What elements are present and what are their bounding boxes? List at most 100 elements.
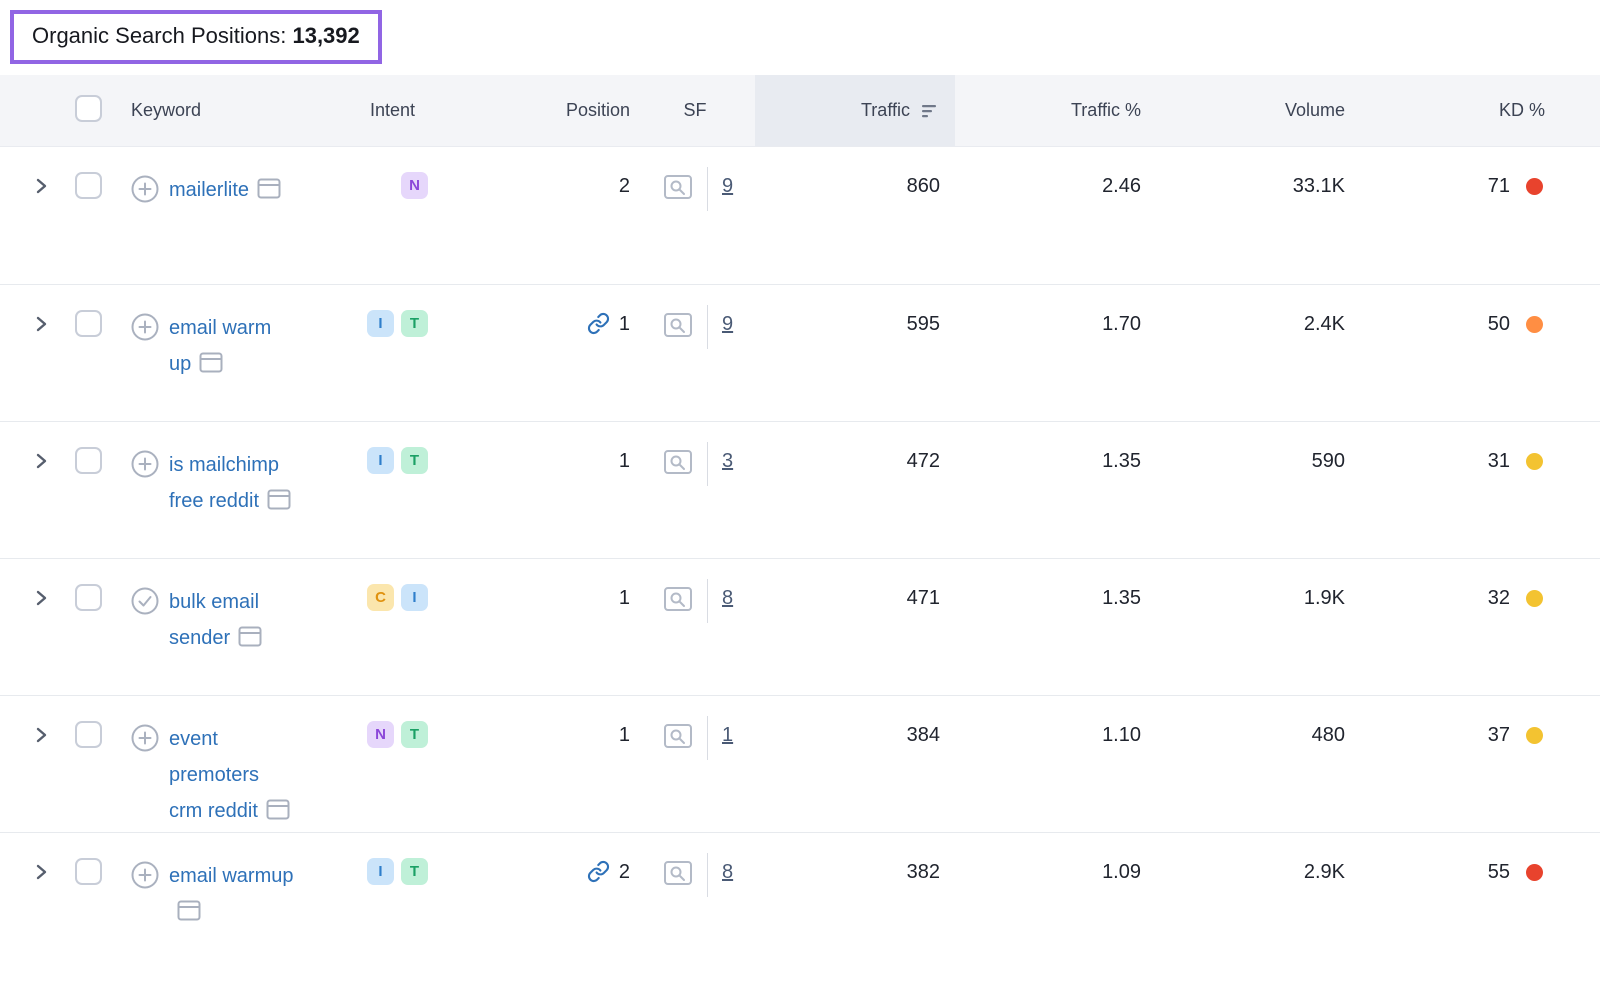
serp-features-icon[interactable] (663, 585, 693, 613)
column-header-keyword: Keyword (131, 100, 202, 120)
kd-value: 50 (1487, 313, 1510, 335)
add-keyword-icon[interactable] (131, 175, 159, 203)
keyword-link[interactable]: bulk email sender (169, 591, 260, 649)
sf-count-link[interactable]: 8 (722, 587, 734, 609)
row-checkbox[interactable] (75, 584, 102, 611)
serp-features-icon[interactable] (663, 311, 693, 339)
keyword-in-list-check-icon[interactable] (131, 587, 159, 615)
position-value: 1 (618, 587, 630, 609)
serp-snapshot-icon[interactable] (238, 626, 262, 647)
traffic-header-label: Traffic (860, 100, 910, 120)
sf-count-link[interactable]: 1 (722, 724, 734, 746)
expand-row-chevron-icon[interactable] (34, 452, 49, 470)
expand-row-chevron-icon[interactable] (34, 589, 49, 607)
position-value: 1 (618, 313, 630, 335)
serp-features-icon[interactable] (663, 859, 693, 887)
position-value: 2 (618, 175, 630, 197)
traffic-value: 860 (906, 175, 940, 197)
keyword-link[interactable]: email warmup (169, 865, 294, 887)
positions-count: 13,392 (292, 23, 360, 48)
intent-badge: N (367, 721, 394, 748)
divider (707, 167, 708, 211)
column-header-kd[interactable]: KD % (1498, 100, 1545, 120)
keyword-link[interactable]: mailerlite (169, 179, 250, 201)
column-header-position[interactable]: Position (565, 100, 630, 120)
traffic-pct-value: 1.35 (1102, 587, 1141, 609)
add-keyword-icon[interactable] (131, 450, 159, 478)
column-header-intent: Intent (369, 100, 416, 120)
divider (707, 579, 708, 623)
expand-row-chevron-icon[interactable] (34, 863, 49, 881)
kd-difficulty-dot (1526, 453, 1543, 470)
divider (707, 853, 708, 897)
position-value: 1 (618, 450, 630, 472)
column-header-sf: SF (683, 100, 707, 120)
serp-features-icon[interactable] (663, 722, 693, 750)
keyword-link[interactable]: is mailchimp free reddit (169, 454, 280, 512)
row-checkbox[interactable] (75, 858, 102, 885)
divider (707, 305, 708, 349)
table-row: event premoters crm reddit N T 1 1 384 1… (0, 695, 1600, 832)
intent-badge: T (401, 721, 428, 748)
add-keyword-icon[interactable] (131, 861, 159, 889)
kd-value: 71 (1487, 175, 1510, 197)
expand-row-chevron-icon[interactable] (34, 177, 49, 195)
serp-features-icon[interactable] (663, 448, 693, 476)
serp-snapshot-icon[interactable] (266, 799, 290, 820)
traffic-value: 472 (906, 450, 940, 472)
sf-count-link[interactable]: 3 (722, 450, 734, 472)
traffic-pct-value: 1.10 (1102, 724, 1141, 746)
row-checkbox[interactable] (75, 172, 102, 199)
traffic-value: 382 (906, 861, 940, 883)
volume-value: 1.9K (1303, 587, 1345, 609)
volume-value: 480 (1311, 724, 1345, 746)
kd-value: 31 (1487, 450, 1510, 472)
kd-value: 37 (1487, 724, 1510, 746)
sf-count-link[interactable]: 9 (722, 175, 734, 197)
sf-count-link[interactable]: 9 (722, 313, 734, 335)
intent-badge: T (401, 447, 428, 474)
kd-difficulty-dot (1526, 316, 1543, 333)
expand-row-chevron-icon[interactable] (34, 315, 49, 333)
table-row: email warm up I T 1 9 595 1.70 2.4K 50 (0, 284, 1600, 421)
kd-difficulty-dot (1526, 178, 1543, 195)
keyword-link[interactable]: email warm up (169, 317, 272, 375)
volume-value: 33.1K (1292, 175, 1345, 197)
row-checkbox[interactable] (75, 447, 102, 474)
column-header-traffic-pct[interactable]: Traffic % (1070, 100, 1141, 120)
traffic-value: 384 (906, 724, 940, 746)
serp-snapshot-icon[interactable] (267, 489, 291, 510)
serp-snapshot-icon[interactable] (177, 900, 201, 921)
add-keyword-icon[interactable] (131, 724, 159, 752)
row-checkbox[interactable] (75, 310, 102, 337)
position-link-icon[interactable] (587, 860, 610, 883)
column-header-traffic[interactable]: Traffic (755, 75, 955, 146)
traffic-value: 595 (906, 313, 940, 335)
row-checkbox[interactable] (75, 721, 102, 748)
serp-snapshot-icon[interactable] (199, 352, 223, 373)
position-link-icon[interactable] (587, 312, 610, 335)
add-keyword-icon[interactable] (131, 313, 159, 341)
kd-difficulty-dot (1526, 864, 1543, 881)
volume-value: 2.4K (1303, 313, 1345, 335)
title-highlight-box: Organic Search Positions: 13,392 (10, 10, 382, 64)
select-all-checkbox[interactable] (75, 94, 102, 122)
sort-descending-icon (920, 103, 940, 119)
intent-badge: T (401, 858, 428, 885)
serp-features-icon[interactable] (663, 173, 693, 201)
sf-count-link[interactable]: 8 (722, 861, 734, 883)
column-header-volume[interactable]: Volume (1284, 100, 1345, 120)
expand-row-chevron-icon[interactable] (34, 726, 49, 744)
intent-badge: C (367, 584, 394, 611)
position-value: 1 (618, 724, 630, 746)
keyword-link[interactable]: event premoters crm reddit (169, 728, 260, 822)
intent-badge: I (367, 858, 394, 885)
table-header: Keyword Intent Position SF Traffic Traff… (0, 75, 1600, 147)
table-row: is mailchimp free reddit I T 1 3 472 1.3… (0, 421, 1600, 558)
divider (707, 442, 708, 486)
traffic-pct-value: 1.35 (1102, 450, 1141, 472)
page-title: Organic Search Positions: (32, 23, 287, 48)
kd-difficulty-dot (1526, 727, 1543, 744)
serp-snapshot-icon[interactable] (257, 178, 281, 199)
intent-badge: N (401, 172, 428, 199)
